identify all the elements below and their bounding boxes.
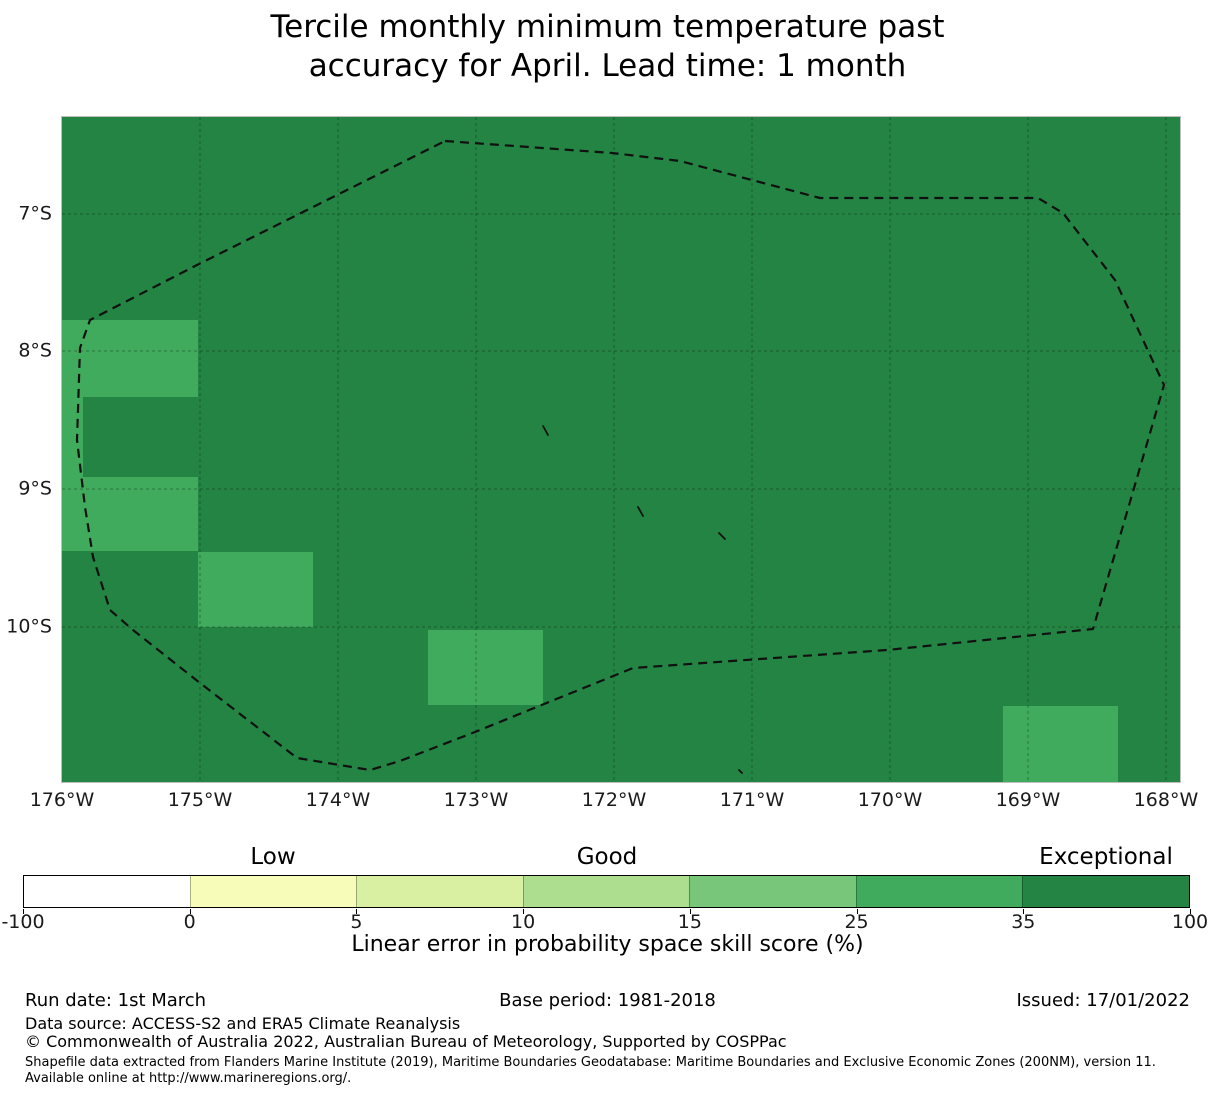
y-tick-label: 10°S bbox=[6, 615, 52, 638]
colorbar-tick-mark bbox=[689, 909, 691, 914]
colorbar-tick-mark bbox=[23, 909, 24, 914]
colorbar-axis-label: Linear error in probability space skill … bbox=[351, 932, 864, 957]
colorbar-segment bbox=[855, 876, 1023, 907]
colorbar-tick-mark bbox=[189, 909, 191, 914]
colorbar-segment bbox=[356, 876, 523, 907]
colorbar-tick-mark bbox=[1190, 909, 1191, 914]
colorbar-tick-label: -100 bbox=[1, 911, 45, 933]
colorbar-tick-label: 100 bbox=[1171, 911, 1209, 933]
copyright-text: © Commonwealth of Australia 2022, Austra… bbox=[25, 1032, 787, 1051]
base-period-text: Base period: 1981-2018 bbox=[499, 990, 716, 1011]
colorbar-tick-label: 5 bbox=[350, 911, 363, 933]
x-tick-label: 175°W bbox=[167, 789, 233, 811]
heatmap-background bbox=[62, 117, 1180, 782]
colorbar-tick-mark bbox=[1023, 909, 1025, 914]
y-tick-label: 9°S bbox=[18, 477, 52, 500]
skill-cell-highlight bbox=[198, 552, 313, 627]
colorbar-segment bbox=[189, 876, 357, 907]
colorbar-tick-label: 0 bbox=[183, 911, 196, 933]
skill-cell-highlight bbox=[1003, 706, 1118, 782]
x-tick-label: 168°W bbox=[1133, 789, 1199, 811]
colorbar-tick-label: 15 bbox=[677, 911, 702, 933]
colorbar-band-label: Exceptional bbox=[1039, 844, 1173, 870]
skill-cell-highlight bbox=[428, 630, 543, 705]
skill-heatmap bbox=[61, 116, 1181, 783]
eez-boundary bbox=[75, 139, 1166, 772]
colorbar-tick-label: 25 bbox=[844, 911, 869, 933]
colorbar bbox=[23, 875, 1190, 908]
chart-title-line1: Tercile monthly minimum temperature past bbox=[270, 9, 945, 45]
x-tick-label: 173°W bbox=[443, 789, 509, 811]
x-tick-label: 169°W bbox=[995, 789, 1061, 811]
issued-date-text: Issued: 17/01/2022 bbox=[1016, 990, 1190, 1011]
colorbar-tick-label: 35 bbox=[1011, 911, 1036, 933]
colorbar-segment bbox=[24, 876, 190, 907]
colorbar-band-label: Good bbox=[576, 844, 638, 870]
colorbar-band-label: Low bbox=[250, 844, 296, 870]
colorbar-tick-mark bbox=[356, 909, 358, 914]
skill-cell-highlight bbox=[62, 397, 83, 477]
x-tick-label: 170°W bbox=[857, 789, 923, 811]
x-tick-label: 174°W bbox=[305, 789, 371, 811]
data-source-text: Data source: ACCESS-S2 and ERA5 Climate … bbox=[25, 1014, 461, 1033]
colorbar-tick-mark bbox=[523, 909, 525, 914]
skill-cell-highlight bbox=[62, 320, 198, 397]
colorbar-tick-mark bbox=[856, 909, 858, 914]
colorbar-segment bbox=[1022, 876, 1190, 907]
island-mark bbox=[637, 506, 644, 517]
colorbar-segment bbox=[522, 876, 690, 907]
island-mark bbox=[738, 769, 743, 774]
shapefile-attribution-text: Shapefile data extracted from Flanders M… bbox=[25, 1055, 1156, 1086]
x-tick-label: 171°W bbox=[719, 789, 785, 811]
chart-title-line2: accuracy for April. Lead time: 1 month bbox=[308, 48, 907, 84]
x-tick-label: 176°W bbox=[29, 789, 95, 811]
y-tick-label: 8°S bbox=[18, 339, 52, 362]
skill-cell-highlight bbox=[62, 477, 198, 551]
colorbar-segment bbox=[689, 876, 856, 907]
y-tick-label: 7°S bbox=[18, 202, 52, 225]
island-mark bbox=[542, 425, 549, 436]
x-tick-label: 172°W bbox=[581, 789, 647, 811]
island-mark bbox=[718, 532, 726, 540]
colorbar-tick-label: 10 bbox=[511, 911, 536, 933]
run-date-text: Run date: 1st March bbox=[25, 990, 207, 1011]
